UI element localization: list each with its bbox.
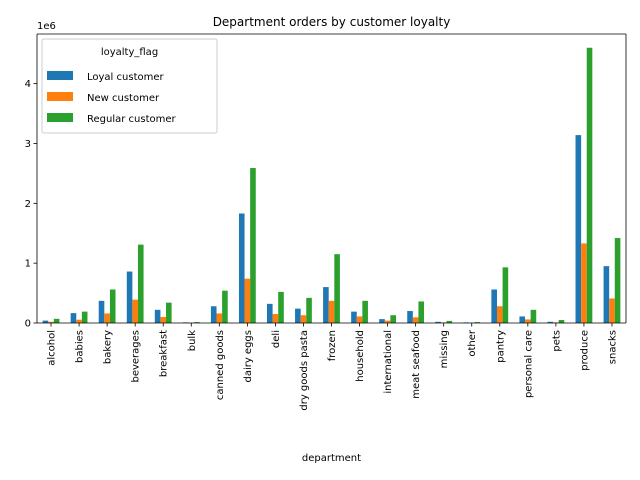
bar-regular-customer-other bbox=[474, 322, 481, 323]
bar-loyal-customer-meat-seafood bbox=[407, 311, 413, 323]
bar-loyal-customer-frozen bbox=[323, 287, 329, 323]
bar-new-customer-babies bbox=[76, 319, 82, 323]
legend: loyalty_flag Loyal customer New customer R… bbox=[41, 38, 218, 134]
legend-entry-label: Regular customer bbox=[87, 114, 177, 125]
bar-regular-customer-international bbox=[390, 315, 396, 323]
bar-regular-customer-meat-seafood bbox=[418, 301, 425, 323]
bar-new-customer-snacks bbox=[609, 298, 615, 323]
x-tick-label: missing bbox=[439, 330, 450, 368]
x-axis-label: department bbox=[302, 453, 361, 464]
bar-regular-customer-pantry bbox=[502, 267, 509, 323]
bar-loyal-customer-alcohol bbox=[42, 320, 49, 323]
bar-loyal-customer-snacks bbox=[603, 266, 610, 323]
bar-loyal-customer-babies bbox=[70, 313, 77, 323]
bar-regular-customer-pets bbox=[558, 320, 565, 323]
bar-regular-customer-household bbox=[362, 300, 368, 323]
bar-regular-customer-dairy-eggs bbox=[250, 168, 256, 323]
legend-title: loyalty_flag bbox=[101, 47, 158, 58]
y-tick-label: 3 bbox=[25, 139, 31, 150]
bar-new-customer-produce bbox=[581, 243, 587, 323]
x-tick-label: personal care bbox=[523, 330, 534, 398]
bar-regular-customer-breakfast bbox=[166, 302, 172, 323]
bar-regular-customer-produce bbox=[586, 47, 593, 323]
x-tick-label: beverages bbox=[131, 330, 142, 383]
bar-new-customer-frozen bbox=[328, 300, 335, 323]
bar-loyal-customer-canned-goods bbox=[210, 306, 217, 323]
bar-regular-customer-dry-goods-pasta bbox=[306, 297, 312, 323]
legend-entry-label: Loyal customer bbox=[87, 72, 164, 83]
bar-loyal-customer-pets bbox=[547, 321, 554, 323]
bar-new-customer-pantry bbox=[496, 306, 503, 323]
legend-entry-label: New customer bbox=[87, 93, 160, 104]
bar-new-customer-personal-care bbox=[525, 319, 531, 323]
bar-new-customer-dry-goods-pasta bbox=[300, 315, 307, 323]
x-tick-label: snacks bbox=[607, 330, 618, 364]
legend-swatch bbox=[47, 71, 73, 80]
bar-new-customer-household bbox=[356, 316, 363, 323]
legend-swatch bbox=[47, 92, 73, 101]
bar-new-customer-canned-goods bbox=[216, 313, 223, 323]
x-tick-label: canned goods bbox=[215, 330, 226, 400]
bar-regular-customer-alcohol bbox=[53, 318, 60, 323]
bar-new-customer-breakfast bbox=[160, 317, 167, 323]
bar-regular-customer-bulk bbox=[194, 322, 200, 323]
x-tick-label: alcohol bbox=[47, 330, 58, 366]
x-tick-label: other bbox=[467, 329, 478, 357]
ticks-layer: 0 1 2 3 4 alcohol babies bakery beverages breakfa… bbox=[25, 79, 619, 410]
bar-regular-customer-personal-care bbox=[530, 309, 537, 323]
bar-new-customer-beverages bbox=[132, 299, 138, 323]
chart-title: Department orders by customer loyalty bbox=[213, 15, 451, 29]
bar-regular-customer-deli bbox=[278, 291, 284, 323]
y-tick-label: 0 bbox=[25, 319, 31, 330]
y-tick-label: 1 bbox=[25, 259, 31, 270]
bar-new-customer-meat-seafood bbox=[412, 317, 419, 323]
bar-loyal-customer-missing bbox=[435, 321, 441, 323]
bar-loyal-customer-produce bbox=[575, 135, 582, 323]
x-tick-label: bulk bbox=[187, 330, 198, 351]
bar-regular-customer-beverages bbox=[137, 244, 144, 323]
bar-loyal-customer-personal-care bbox=[519, 316, 526, 323]
y-tick-label: 4 bbox=[25, 79, 31, 90]
x-tick-label: meat seafood bbox=[411, 330, 422, 399]
y-axis-multiplier: 1e6 bbox=[37, 21, 56, 32]
y-tick-label: 2 bbox=[25, 199, 31, 210]
x-tick-label: international bbox=[383, 330, 394, 394]
bar-loyal-customer-bakery bbox=[98, 300, 105, 323]
x-tick-label: frozen bbox=[327, 330, 338, 361]
bar-regular-customer-missing bbox=[446, 320, 453, 323]
bar-loyal-customer-pantry bbox=[491, 289, 497, 323]
bar-regular-customer-babies bbox=[81, 311, 88, 323]
bar-regular-customer-frozen bbox=[334, 254, 340, 323]
x-tick-label: pantry bbox=[495, 330, 506, 363]
x-tick-label: bakery bbox=[103, 330, 114, 364]
x-tick-label: breakfast bbox=[159, 330, 170, 377]
bars-layer bbox=[42, 47, 621, 323]
x-tick-label: household bbox=[355, 330, 366, 382]
legend-swatch bbox=[47, 113, 73, 122]
bar-loyal-customer-dairy-eggs bbox=[238, 213, 245, 323]
x-tick-label: dry goods pasta bbox=[299, 330, 310, 411]
bar-loyal-customer-dry-goods-pasta bbox=[295, 308, 301, 323]
bar-loyal-customer-beverages bbox=[126, 271, 133, 323]
bar-loyal-customer-breakfast bbox=[154, 309, 161, 323]
bar-new-customer-international bbox=[384, 320, 391, 323]
bar-loyal-customer-international bbox=[379, 319, 385, 323]
bar-new-customer-dairy-eggs bbox=[244, 278, 251, 323]
x-tick-label: deli bbox=[271, 330, 282, 348]
x-tick-label: pets bbox=[551, 330, 562, 352]
bar-regular-customer-snacks bbox=[614, 238, 621, 323]
legend-frame bbox=[41, 38, 218, 134]
x-tick-label: babies bbox=[75, 330, 86, 363]
bar-new-customer-deli bbox=[272, 314, 279, 323]
x-tick-label: produce bbox=[579, 330, 590, 371]
bar-regular-customer-canned-goods bbox=[222, 290, 228, 323]
bar-new-customer-alcohol bbox=[48, 321, 54, 323]
bar-loyal-customer-household bbox=[351, 311, 357, 323]
x-tick-label: dairy eggs bbox=[243, 330, 254, 383]
bar-regular-customer-bakery bbox=[109, 289, 116, 323]
bar-loyal-customer-deli bbox=[267, 303, 273, 323]
bar-new-customer-bakery bbox=[104, 313, 110, 323]
